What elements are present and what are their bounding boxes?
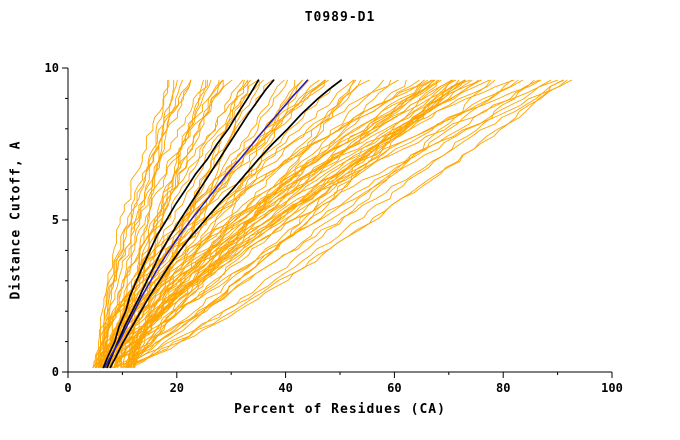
- curve-orange-model: [111, 79, 471, 368]
- x-tick-label: 60: [387, 381, 401, 395]
- curve-orange-model: [96, 79, 438, 368]
- curve-orange-model: [113, 79, 357, 368]
- curve-orange-model: [112, 79, 535, 368]
- curve-orange-model: [127, 79, 355, 368]
- curve-orange-model: [95, 79, 435, 368]
- curve-orange-model: [100, 79, 490, 368]
- curve-model-black-2: [106, 79, 275, 369]
- curve-orange-model: [127, 79, 572, 368]
- curve-orange-model: [124, 79, 568, 368]
- curve-orange-model: [102, 79, 208, 368]
- curve-orange-model: [98, 79, 183, 368]
- curve-orange-model: [94, 79, 466, 368]
- x-tick-label: 40: [278, 381, 292, 395]
- curve-orange-model: [100, 79, 220, 368]
- curve-orange-model: [102, 79, 192, 368]
- curve-orange-model: [105, 79, 175, 368]
- curve-orange-model: [94, 79, 223, 368]
- curve-orange-model: [128, 79, 564, 368]
- curve-orange-model: [105, 79, 558, 368]
- curve-orange-model: [130, 79, 465, 368]
- curve-orange-model: [105, 79, 473, 368]
- x-tick-label: 0: [64, 381, 71, 395]
- curve-orange-model: [102, 79, 540, 368]
- curve-orange-model: [127, 79, 303, 368]
- curve-model-black-1: [102, 79, 260, 369]
- x-tick-label: 20: [170, 381, 184, 395]
- curve-orange-model: [98, 79, 435, 368]
- curve-orange-model: [92, 79, 407, 368]
- curve-orange-model: [103, 79, 513, 368]
- curve-orange-model: [99, 79, 170, 368]
- curve-orange-model: [127, 79, 457, 368]
- curve-orange-model: [98, 79, 327, 368]
- x-axis-label: Percent of Residues (CA): [234, 402, 446, 417]
- curve-orange-model: [121, 79, 491, 368]
- curve-orange-model: [120, 79, 224, 368]
- curve-model-black-3: [109, 79, 342, 369]
- curve-orange-model: [105, 79, 482, 368]
- y-tick-label: 10: [45, 61, 59, 75]
- curve-orange-model: [125, 79, 224, 368]
- curve-orange-model: [130, 79, 452, 368]
- x-tick-label: 100: [601, 381, 623, 395]
- chart-title: T0989-D1: [304, 10, 376, 25]
- y-tick-label: 5: [52, 213, 59, 227]
- curve-model-blue: [104, 79, 309, 369]
- y-tick-label: 0: [52, 365, 59, 379]
- x-tick-label: 80: [496, 381, 510, 395]
